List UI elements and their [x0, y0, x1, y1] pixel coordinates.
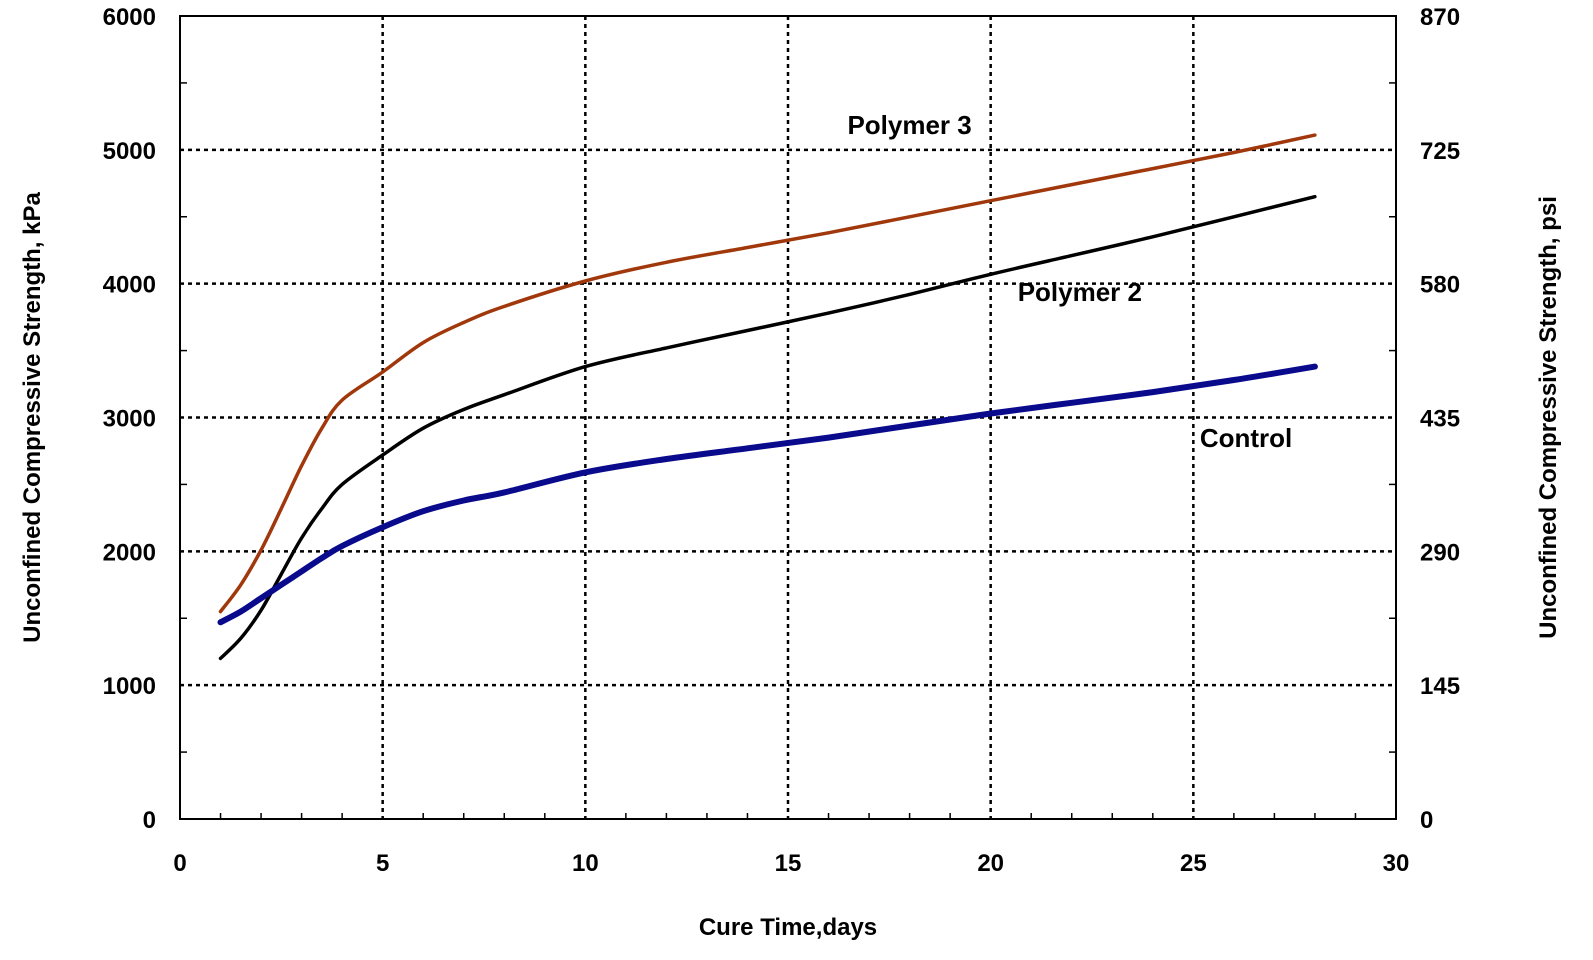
- y2-tick-label: 290: [1420, 539, 1460, 566]
- x-tick-label: 15: [775, 850, 802, 877]
- y-tick-label: 0: [143, 807, 156, 834]
- y2-tick-label: 580: [1420, 272, 1460, 299]
- x-tick-label: 25: [1180, 850, 1207, 877]
- y-axis-title: Unconfined Compressive Strength, kPa: [19, 191, 46, 642]
- minor-ticks: [180, 82, 1396, 819]
- series-annotations: Polymer 3 Polymer 2 Control: [847, 110, 1292, 453]
- y-tick-label: 4000: [103, 272, 156, 299]
- y2-tick-label: 870: [1420, 4, 1460, 31]
- y-tick-label: 5000: [103, 138, 156, 165]
- y2-tick-label: 145: [1420, 673, 1460, 700]
- x-tick-label: 10: [572, 850, 599, 877]
- gridlines: [180, 16, 1396, 819]
- y2-tick-label: 435: [1420, 406, 1460, 433]
- y2-tick-label: 725: [1420, 138, 1460, 165]
- x-tick-label: 30: [1383, 850, 1410, 877]
- series-line-polymer-3: [218, 133, 1317, 614]
- series-line-polymer-2: [218, 194, 1317, 661]
- y-tick-label: 6000: [103, 4, 156, 31]
- y-tick-label: 1000: [103, 673, 156, 700]
- series-label: Polymer 3: [847, 110, 971, 140]
- y2-axis-title: Unconfined Compressive Strength, psi: [1535, 196, 1562, 639]
- series-layer: [217, 133, 1318, 661]
- series-line-control: [217, 363, 1318, 626]
- y-tick-label: 2000: [103, 539, 156, 566]
- x-tick-label: 5: [376, 850, 389, 877]
- y2-tick-labels: 0 145 290 435 580 725 870: [1420, 4, 1460, 834]
- series-label: Polymer 2: [1018, 277, 1142, 307]
- x-axis-title: Cure Time,days: [699, 914, 877, 941]
- x-tick-labels: 0 5 10 15 20 25 30: [173, 850, 1409, 877]
- y-tick-labels: 0 1000 2000 3000 4000 5000 6000: [103, 4, 156, 834]
- y2-tick-label: 0: [1420, 807, 1433, 834]
- x-tick-label: 20: [977, 850, 1004, 877]
- plot-frame: [179, 15, 1397, 820]
- y-tick-label: 3000: [103, 406, 156, 433]
- x-tick-label: 0: [173, 850, 186, 877]
- series-label: Control: [1200, 423, 1292, 453]
